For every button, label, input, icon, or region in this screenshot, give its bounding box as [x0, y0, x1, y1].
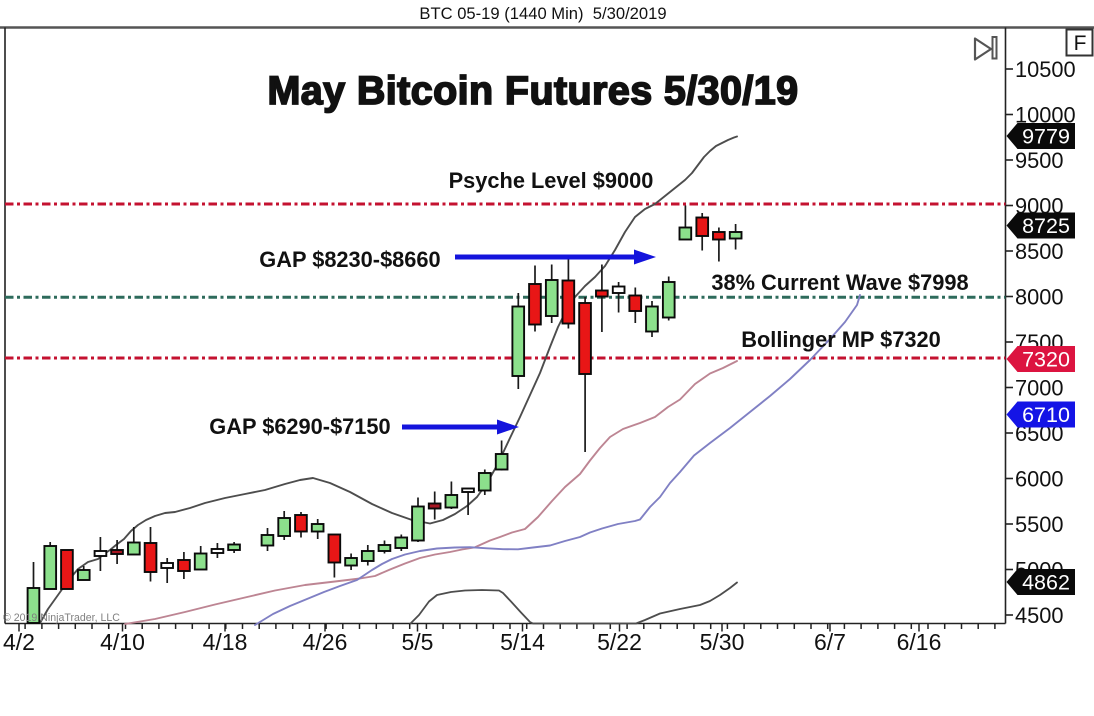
svg-text:8725: 8725 — [1022, 214, 1070, 238]
svg-text:10500: 10500 — [1015, 57, 1076, 82]
svg-text:7000: 7000 — [1015, 376, 1064, 401]
svg-text:7320: 7320 — [1022, 348, 1070, 372]
svg-text:6710: 6710 — [1022, 403, 1070, 427]
svg-text:Bollinger MP $7320: Bollinger MP $7320 — [741, 327, 940, 352]
svg-text:8000: 8000 — [1015, 285, 1064, 310]
svg-text:9779: 9779 — [1022, 125, 1070, 149]
svg-text:GAP $8230-$8660: GAP $8230-$8660 — [259, 247, 440, 272]
svg-text:4862: 4862 — [1022, 571, 1070, 595]
svg-text:38% Current Wave $7998: 38% Current Wave $7998 — [711, 270, 968, 295]
svg-text:8500: 8500 — [1015, 239, 1064, 264]
svg-text:GAP $6290-$7150: GAP $6290-$7150 — [209, 414, 390, 439]
svg-text:6/7: 6/7 — [814, 629, 846, 655]
svg-text:5500: 5500 — [1015, 512, 1064, 537]
svg-text:4500: 4500 — [1015, 603, 1064, 628]
svg-text:5/5: 5/5 — [402, 629, 434, 655]
svg-text:May Bitcoin Futures 5/30/19: May Bitcoin Futures 5/30/19 — [267, 69, 798, 113]
svg-text:5/22: 5/22 — [597, 629, 642, 655]
svg-text:5/14: 5/14 — [500, 629, 545, 655]
svg-text:9500: 9500 — [1015, 148, 1064, 173]
svg-text:4/2: 4/2 — [3, 629, 35, 655]
svg-text:4/18: 4/18 — [203, 629, 248, 655]
svg-text:6000: 6000 — [1015, 467, 1064, 492]
svg-text:4/10: 4/10 — [100, 629, 145, 655]
svg-text:6/16: 6/16 — [897, 629, 942, 655]
svg-text:BTC 05-19 (1440 Min) 5/30/201: BTC 05-19 (1440 Min) 5/30/2019 — [419, 4, 666, 23]
svg-text:F: F — [1074, 32, 1087, 55]
svg-text:4/26: 4/26 — [303, 629, 348, 655]
svg-text:© 2019 NinjaTrader, LLC: © 2019 NinjaTrader, LLC — [3, 612, 120, 624]
svg-text:Psyche Level $9000: Psyche Level $9000 — [449, 168, 654, 193]
svg-text:5/30: 5/30 — [700, 629, 745, 655]
